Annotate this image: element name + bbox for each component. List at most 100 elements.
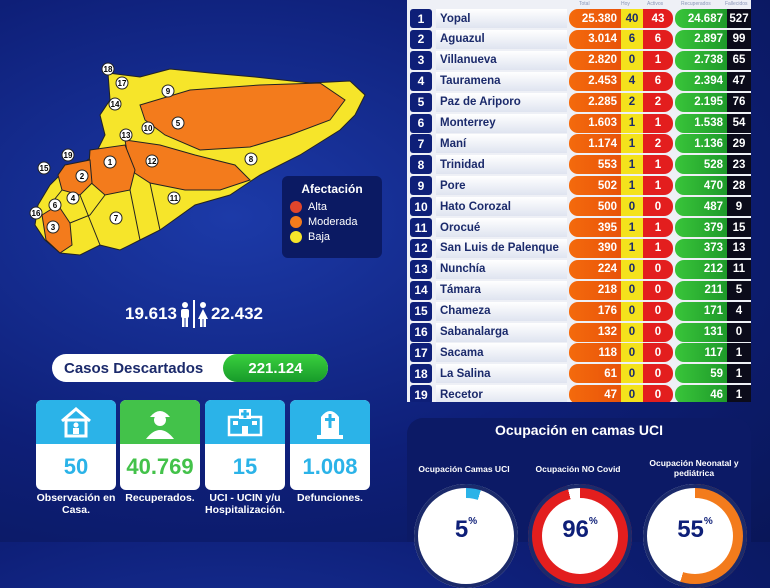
today-cases: 0 <box>621 197 643 217</box>
total-cases: 1.174 <box>569 134 621 154</box>
total-cases: 3.014 <box>569 29 621 49</box>
total-cases: 1.603 <box>569 113 621 133</box>
descartados-label: Casos Descartados <box>64 359 204 377</box>
recovered-cases: 1.136 <box>675 134 727 154</box>
municipio-name: Támara <box>436 280 567 300</box>
svg-text:7: 7 <box>114 214 119 223</box>
gauge-value-neonatal: 55% <box>677 516 713 543</box>
uci-label: UCI - UCIN y/u Hospitalización. <box>205 492 285 516</box>
tombstone-icon <box>317 411 343 439</box>
municipio-name: Nunchía <box>436 259 567 279</box>
active-cases: 2 <box>643 92 673 112</box>
today-cases: 40 <box>621 9 643 28</box>
casanare-map: 18 17 14 9 5 10 13 1 12 8 19 15 2 11 4 6… <box>29 62 366 256</box>
today-cases: 0 <box>621 343 643 363</box>
total-cases: 47 <box>569 385 621 402</box>
table-row: 13 Nunchía 224 0 0 212 11 <box>407 259 751 280</box>
row-number: 10 <box>410 197 432 217</box>
female-icon <box>198 302 208 327</box>
observacion-value: 50 <box>63 454 89 479</box>
deaths: 29 <box>727 134 751 154</box>
svg-text:14: 14 <box>111 100 120 109</box>
total-cases: 132 <box>569 322 621 342</box>
total-cases: 61 <box>569 364 621 384</box>
total-cases: 395 <box>569 218 621 237</box>
recovered-cases: 131 <box>675 322 727 342</box>
today-cases: 1 <box>621 218 643 237</box>
row-number: 15 <box>410 301 432 321</box>
deaths: 15 <box>727 218 751 237</box>
total-cases: 2.820 <box>569 50 621 70</box>
map-region-moderate-12 <box>124 139 251 191</box>
active-cases: 0 <box>643 280 673 300</box>
recovered-cases: 59 <box>675 364 727 384</box>
recovered-cases: 2.897 <box>675 29 727 49</box>
table-row: 7 Maní 1.174 1 2 1.136 29 <box>407 133 751 154</box>
today-cases: 1 <box>621 134 643 154</box>
recuperados-label: Recuperados. <box>125 492 195 504</box>
municipio-name: Recetor <box>436 385 567 402</box>
svg-text:18: 18 <box>104 65 113 74</box>
today-cases: 0 <box>621 259 643 279</box>
uci-value: 15 <box>232 454 258 479</box>
active-cases: 0 <box>643 197 673 217</box>
uci-panel: Ocupación en camas UCI Ocupación Camas U… <box>407 418 751 588</box>
active-cases: 0 <box>643 364 673 384</box>
recovered-cases: 373 <box>675 238 727 258</box>
today-cases: 0 <box>621 322 643 342</box>
card-recuperados: 40.769 <box>120 400 200 490</box>
defunciones-label: Defunciones. <box>297 492 363 504</box>
active-cases: 43 <box>643 9 673 28</box>
svg-text:16: 16 <box>32 209 41 218</box>
recovered-cases: 470 <box>675 176 727 196</box>
svg-text:19: 19 <box>64 151 73 160</box>
deaths: 76 <box>727 92 751 112</box>
total-cases: 502 <box>569 176 621 196</box>
card-uci: 15 <box>205 400 285 490</box>
table-row: 17 Sacama 118 0 0 117 1 <box>407 342 751 363</box>
table-row: 14 Támara 218 0 0 211 5 <box>407 280 751 301</box>
today-cases: 1 <box>621 113 643 133</box>
municipio-name: Sacama <box>436 343 567 363</box>
row-number: 3 <box>410 50 432 70</box>
recovered-cases: 171 <box>675 301 727 321</box>
active-cases: 1 <box>643 238 673 258</box>
card-defunciones: 1.008 <box>290 400 370 490</box>
row-number: 11 <box>410 218 432 237</box>
recovered-cases: 24.687 <box>675 9 727 28</box>
row-number: 8 <box>410 155 432 175</box>
map-region-moderate-5 <box>139 82 346 151</box>
active-cases: 0 <box>643 301 673 321</box>
row-number: 16 <box>410 322 432 342</box>
deaths: 65 <box>727 50 751 70</box>
svg-text:2: 2 <box>80 172 85 181</box>
today-cases: 0 <box>621 280 643 300</box>
municipio-name: Hato Corozal <box>436 197 567 217</box>
deaths: 0 <box>727 322 751 342</box>
hospital-icon <box>227 409 263 437</box>
municipio-name: Trinidad <box>436 155 567 175</box>
municipio-name: Monterrey <box>436 113 567 133</box>
legend-item-moderada: Moderada <box>290 216 374 228</box>
table-row: 18 La Salina 61 0 0 59 1 <box>407 363 751 384</box>
active-cases: 6 <box>643 71 673 91</box>
card-observacion: 50 <box>36 400 116 490</box>
active-cases: 0 <box>643 322 673 342</box>
row-number: 6 <box>410 113 432 133</box>
recovered-cases: 117 <box>675 343 727 363</box>
deaths: 47 <box>727 71 751 91</box>
active-cases: 6 <box>643 29 673 49</box>
svg-text:6: 6 <box>53 201 58 210</box>
gauge-value-uci: 5% <box>454 516 478 543</box>
municipio-name: La Salina <box>436 364 567 384</box>
today-cases: 6 <box>621 29 643 49</box>
recovered-cases: 528 <box>675 155 727 175</box>
table-header: Total Hoy Activos Recuperados Fallecidos <box>579 1 748 7</box>
total-cases: 500 <box>569 197 621 217</box>
svg-text:10: 10 <box>144 124 153 133</box>
active-cases: 0 <box>643 343 673 363</box>
total-cases: 390 <box>569 238 621 258</box>
municipio-name: Villanueva <box>436 50 567 70</box>
svg-text:13: 13 <box>122 131 131 140</box>
table-row: 8 Trinidad 553 1 1 528 23 <box>407 154 751 175</box>
